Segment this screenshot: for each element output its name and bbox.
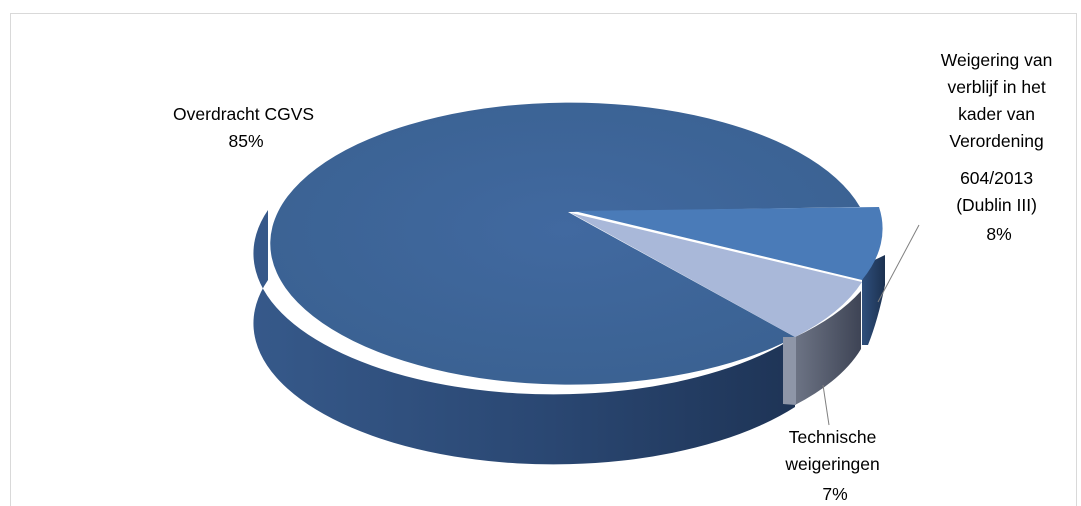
slice-overdracht-cgvs-side — [253, 210, 795, 465]
label-line: Technische — [789, 427, 877, 447]
slice-weigering-dublin — [574, 207, 885, 345]
label-pct: 85% — [228, 131, 263, 151]
label-weigering-dublin: Weigering van verblijf in het kader van … — [941, 50, 1057, 244]
label-technische-weigeringen: Technische weigeringen 7% — [784, 427, 884, 504]
label-line: kader van — [958, 104, 1035, 124]
slice-overdracht-cgvs-top — [270, 102, 860, 385]
label-pct: 7% — [822, 484, 847, 504]
label-line: Verordening — [949, 131, 1043, 151]
label-line: (Dublin III) — [956, 195, 1037, 215]
label-line: Weigering van — [941, 50, 1053, 70]
label-line: Overdracht CGVS — [173, 104, 314, 124]
label-overdracht-cgvs: Overdracht CGVS 85% — [173, 104, 319, 151]
slice-weigering-dublin-top — [574, 207, 883, 280]
chart-border — [10, 13, 1077, 506]
slice-technische-weigeringen-side-face — [783, 337, 796, 405]
slice-technische-weigeringen — [571, 213, 862, 405]
label-line: 604/2013 — [960, 168, 1033, 188]
slice-weigering-dublin-side — [862, 255, 885, 345]
label-pct: 8% — [986, 224, 1011, 244]
leader-line-technische — [822, 384, 830, 426]
slice-technische-weigeringen-side-right — [795, 291, 861, 405]
leader-line-dublin — [877, 224, 920, 303]
label-line: verblijf in het — [947, 77, 1045, 97]
label-line: weigeringen — [784, 454, 879, 474]
slice-technische-weigeringen-top — [571, 213, 862, 337]
slice-overdracht-cgvs — [253, 102, 860, 465]
